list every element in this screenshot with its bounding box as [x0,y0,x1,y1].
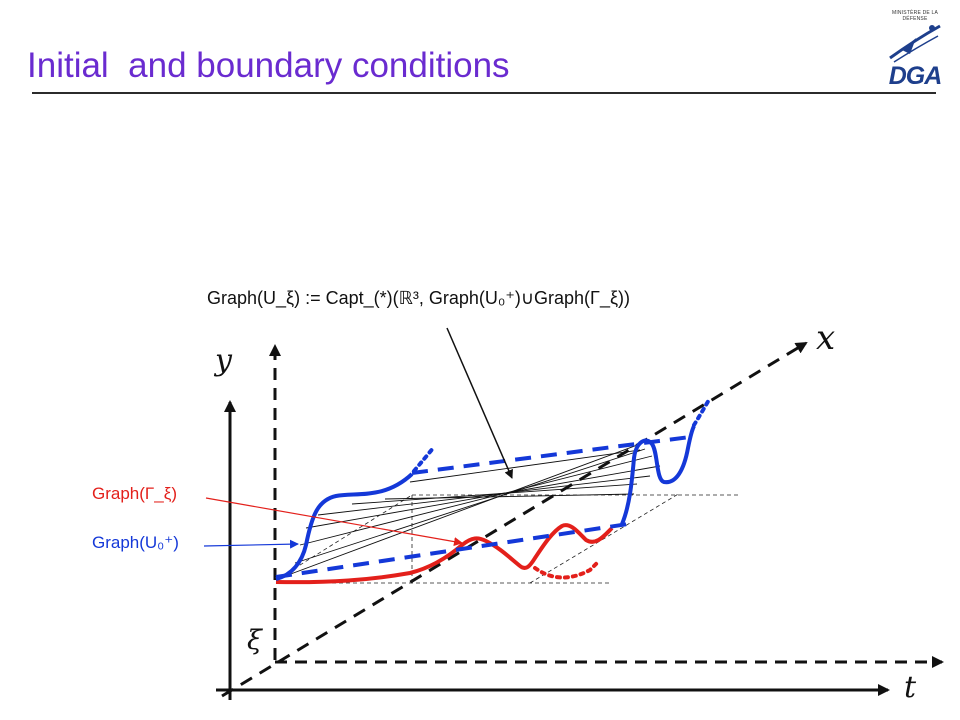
graph-gamma-label: Graph(Γ_ξ) [92,484,177,503]
axis-x-dashed [221,341,808,698]
red-curve-dotted-end [533,560,600,580]
logo-caption: MINISTÈRE DE LA DÉFENSE [891,10,939,22]
capture-formula: Graph(U_ξ) := Capt_(*)(ℝ³, Graph(U₀⁺)∪Gr… [207,288,631,308]
blue-dashed-top-line [411,435,691,475]
blue-initial-dotted-end [412,445,436,473]
blue-dashed-bottom-line [275,522,629,579]
ruled-surface-lines [279,443,661,579]
logo-emblem-icon [889,24,941,63]
axis-label-t: t [904,670,917,705]
dga-logo: MINISTÈRE DE LA DÉFENSE DGA [880,10,950,90]
blue-far-curve [620,425,696,525]
axis-label-y: y [215,343,232,378]
u0-pointer-arrow [203,539,299,549]
blue-initial-curve [275,472,414,581]
slide-title: Initial and boundary conditions [27,46,510,85]
red-boundary-curve [275,523,614,585]
blue-far-dotted-end [692,396,712,427]
construction-lines [275,492,738,584]
formula-pointer-arrow [446,327,513,479]
graph-u0-label: Graph(U₀⁺) [92,533,179,552]
axis-label-xi: ξ [247,625,262,656]
logo-wordmark: DGA [888,62,943,90]
title-divider [32,92,936,94]
axis-label-x: x [816,318,836,358]
gamma-pointer-arrow [205,497,463,547]
